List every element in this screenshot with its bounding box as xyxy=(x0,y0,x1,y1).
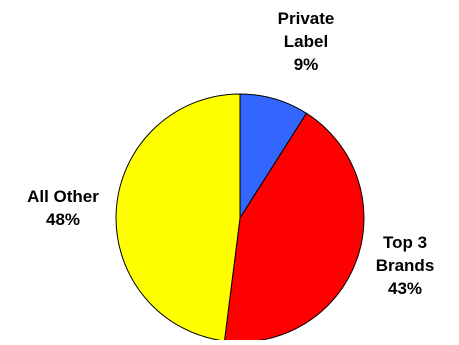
slice-value-label: 48% xyxy=(46,210,80,229)
slice-name-line: Top 3 xyxy=(383,233,427,252)
pie-slice-top-3-brands xyxy=(223,112,365,343)
slice-label-private-label: Private Label 9% xyxy=(278,9,335,74)
slice-label-all-other: All Other 48% xyxy=(27,187,99,229)
labels-layer: Private Label 9% Top 3 Brands 43% All Other 48% xyxy=(27,9,434,298)
slice-name-line: Label xyxy=(284,32,328,51)
slice-label-top-3-brands: Top 3 Brands 43% xyxy=(376,233,435,298)
pie-slice-all-other xyxy=(115,93,241,342)
slice-name-line: Brands xyxy=(376,256,435,275)
slice-value-label: 9% xyxy=(294,55,319,74)
slice-value-label: 43% xyxy=(388,279,422,298)
slice-name-line: All Other xyxy=(27,187,99,206)
slice-name-line: Private xyxy=(278,9,335,28)
slices-layer xyxy=(115,93,365,343)
